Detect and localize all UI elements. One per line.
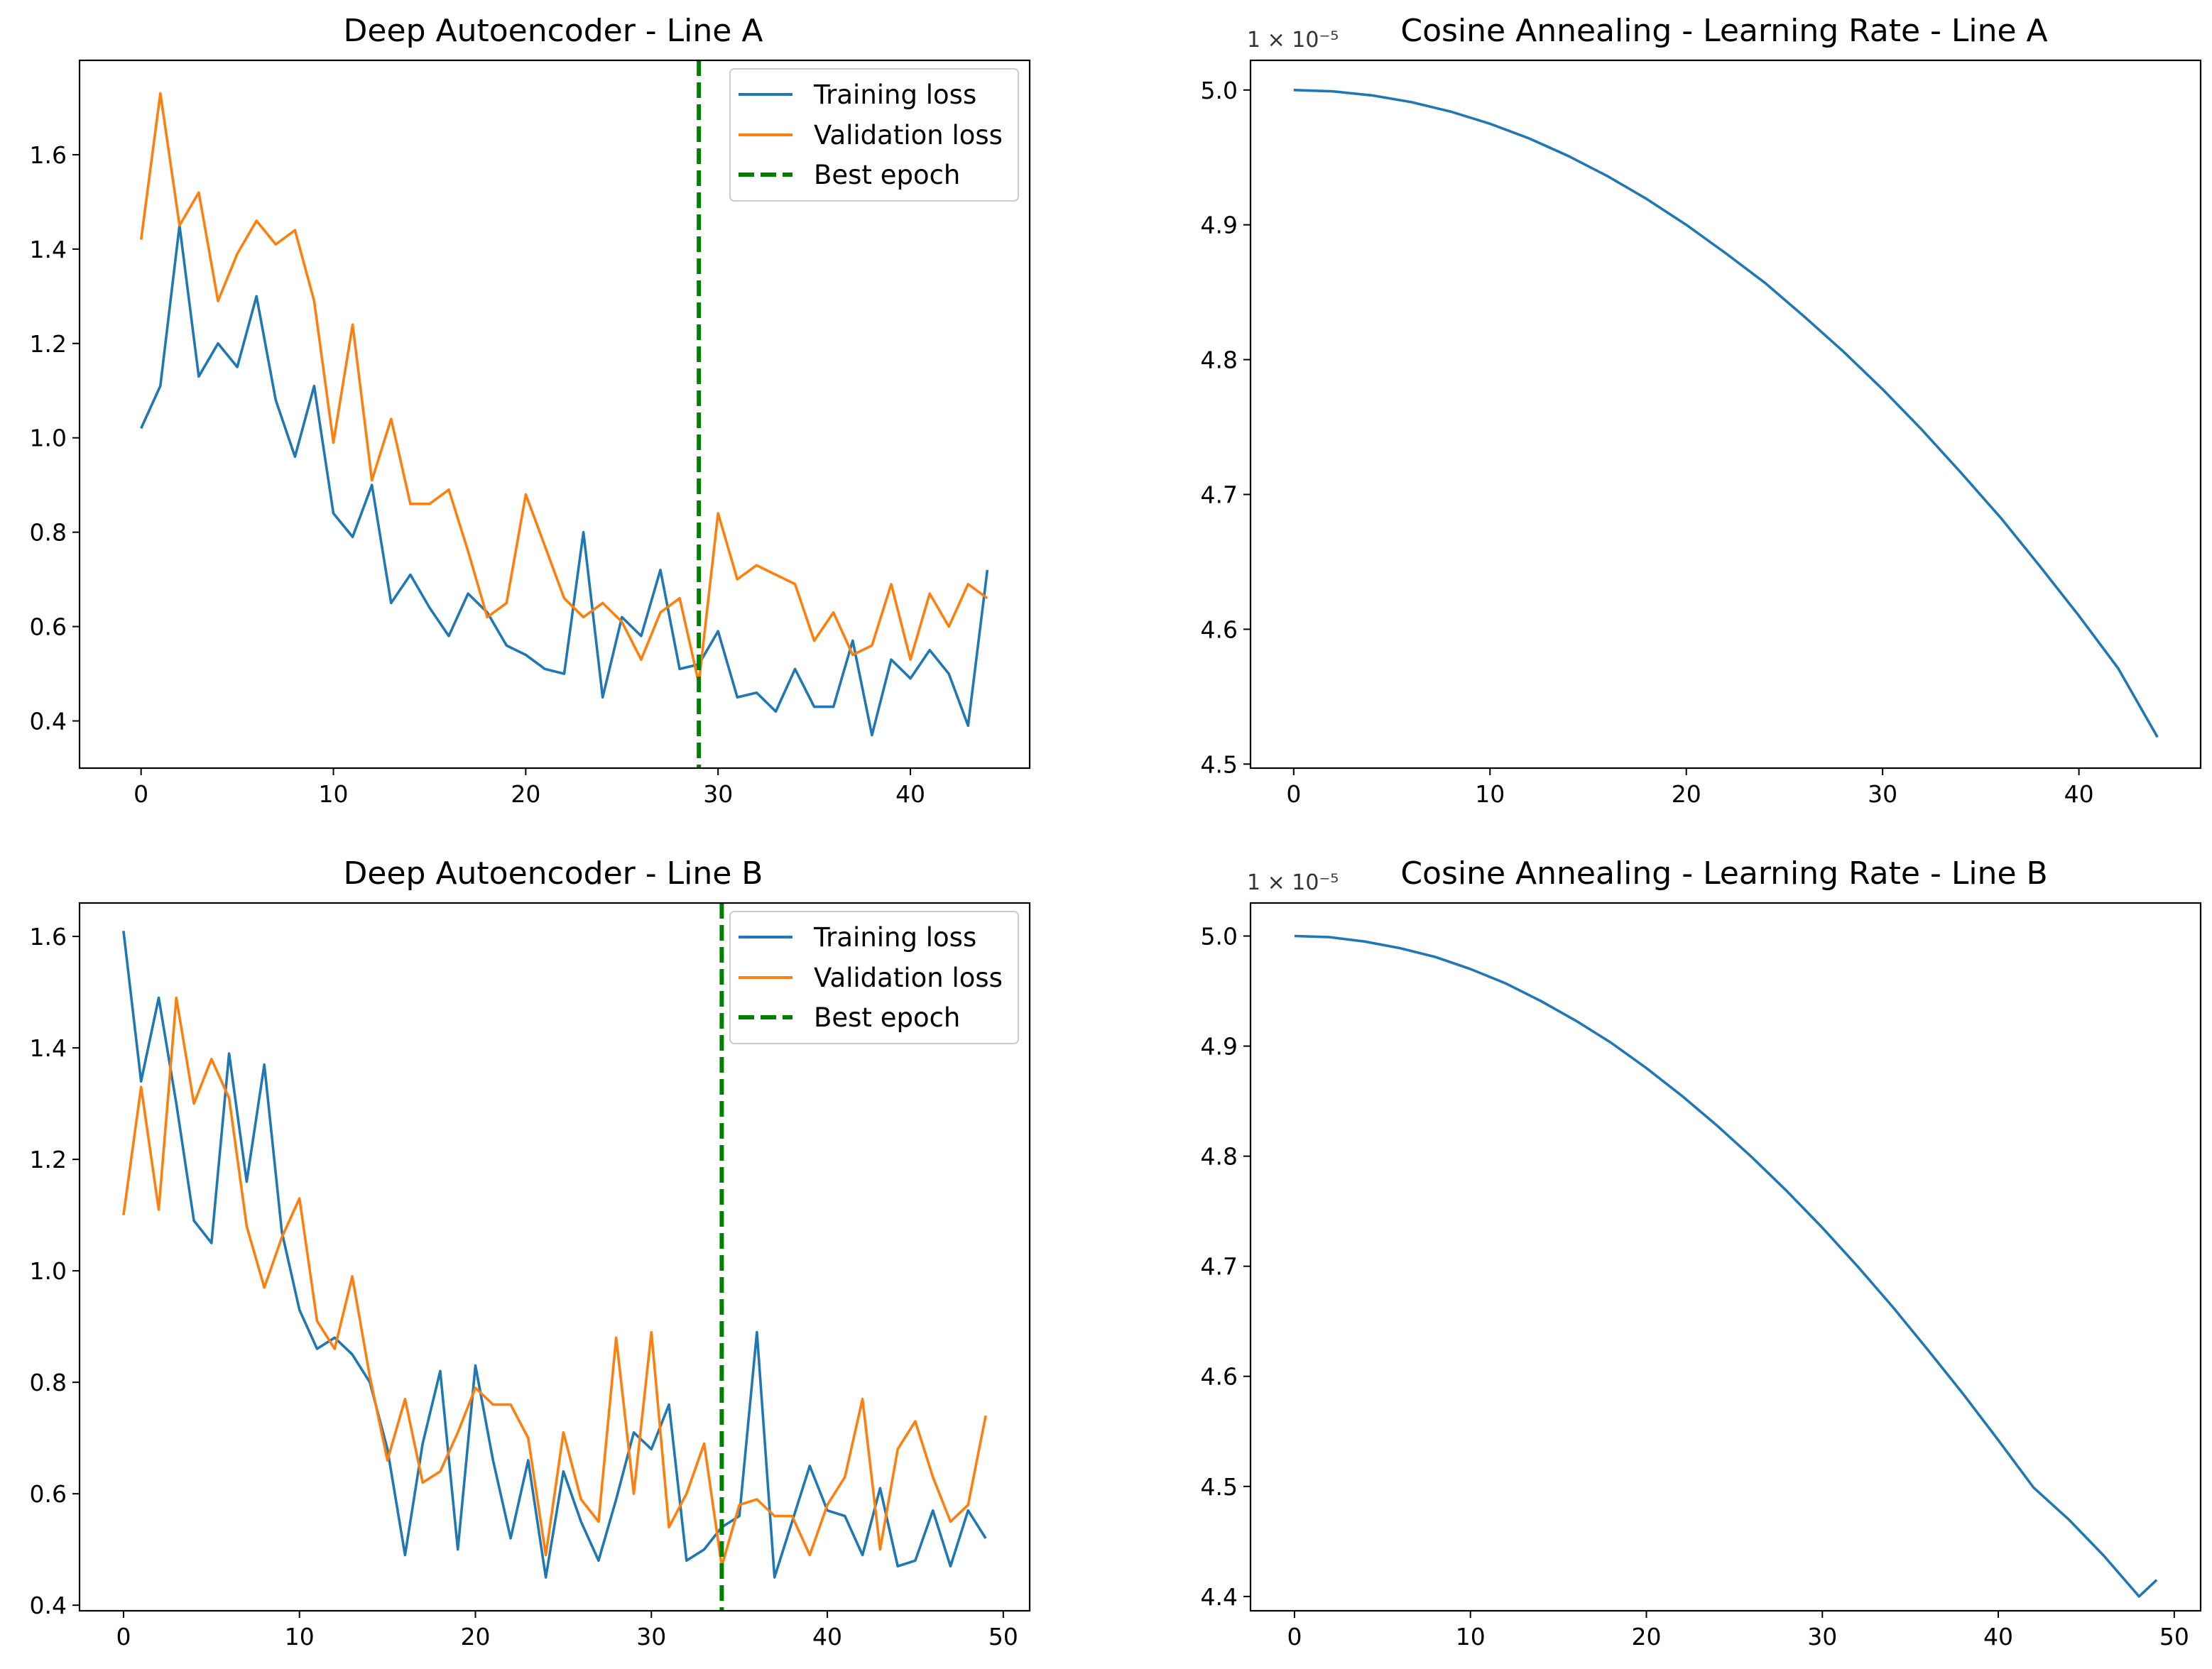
y-tick-label: 5.0 xyxy=(1201,77,1238,104)
y-tick-label: 4.5 xyxy=(1201,1473,1238,1501)
panel-title: Cosine Annealing - Learning Rate - Line … xyxy=(1400,855,2047,892)
y-tick-label: 5.0 xyxy=(1201,923,1238,951)
y-tick-label: 1.6 xyxy=(30,141,67,169)
y-axis: 0.4 0.6 0.8 1.0 1.2 1.4 1.6 xyxy=(30,141,80,735)
y-tick-label: 1.2 xyxy=(30,330,67,358)
x-tick-label: 20 xyxy=(461,1623,491,1651)
y-tick-label: 0.4 xyxy=(30,708,67,735)
y-tick-label: 4.9 xyxy=(1201,1033,1238,1061)
x-tick-label: 30 xyxy=(1807,1623,1837,1651)
legend-label-best-epoch: Best epoch xyxy=(814,160,960,190)
series-line-validation-loss xyxy=(139,92,988,685)
x-tick-label: 20 xyxy=(1632,1623,1662,1651)
plot-area xyxy=(122,903,987,1611)
axes-frame xyxy=(1249,59,2202,770)
x-tick-label: 50 xyxy=(988,1623,1018,1651)
axes-frame xyxy=(78,902,1031,1612)
panel-title: Cosine Annealing - Learning Rate - Line … xyxy=(1400,13,2047,49)
y-axis: 4.4 4.5 4.6 4.7 4.8 4.9 5.0 xyxy=(1201,923,1251,1611)
legend-label-validation: Validation loss xyxy=(814,963,1003,993)
y-tick-label: 1.0 xyxy=(30,425,67,452)
y-tick-label: 4.8 xyxy=(1201,1143,1238,1171)
y-tick-label: 1.0 xyxy=(30,1257,67,1285)
panel-title: Deep Autoencoder - Line A xyxy=(344,13,763,49)
y-tick-label: 4.5 xyxy=(1201,750,1238,778)
y-tick-label: 0.8 xyxy=(30,1369,67,1396)
x-tick-label: 10 xyxy=(319,780,349,808)
legend-label-training: Training loss xyxy=(813,922,976,953)
x-tick-label: 40 xyxy=(2064,780,2094,808)
panel-lr-line-a: Cosine Annealing - Learning Rate - Line … xyxy=(1201,13,2202,808)
x-tick-label: 30 xyxy=(636,1623,666,1651)
y-tick-label: 4.9 xyxy=(1201,212,1238,239)
y-offset-label: 1 × 10⁻⁵ xyxy=(1247,28,1339,53)
y-tick-label: 0.4 xyxy=(30,1592,67,1619)
legend-box xyxy=(729,911,1019,1044)
x-axis: 0 10 20 30 40 50 xyxy=(1287,1611,2189,1651)
y-tick-label: 4.8 xyxy=(1201,346,1238,374)
x-axis: 0 10 20 30 40 50 xyxy=(116,1611,1018,1651)
series-line-learning-rate xyxy=(1293,89,2159,738)
x-axis: 0 10 20 30 40 xyxy=(1286,768,2094,808)
y-tick-label: 1.4 xyxy=(30,1034,67,1062)
y-tick-label: 4.6 xyxy=(1201,615,1238,643)
legend-label-best-epoch: Best epoch xyxy=(814,1002,960,1033)
y-tick-label: 1.2 xyxy=(30,1146,67,1173)
x-axis: 0 10 20 30 40 xyxy=(134,768,925,808)
panel-title: Deep Autoencoder - Line B xyxy=(344,855,763,892)
y-tick-label: 1.6 xyxy=(30,923,67,951)
x-tick-label: 20 xyxy=(511,780,540,808)
y-axis: 0.4 0.6 0.8 1.0 1.2 1.4 1.6 xyxy=(30,923,80,1619)
series-line-training-loss xyxy=(122,931,987,1579)
panel-loss-line-b: Deep Autoencoder - Line B 0 10 20 30 40 50 0.… xyxy=(30,855,1031,1651)
plot-area xyxy=(1294,934,2158,1598)
y-tick-label: 0.8 xyxy=(30,519,67,547)
y-tick-label: 4.6 xyxy=(1201,1363,1238,1391)
plot-area xyxy=(139,60,989,768)
legend-label-validation: Validation loss xyxy=(814,120,1003,151)
x-tick-label: 10 xyxy=(1456,1623,1486,1651)
y-offset-label: 1 × 10⁻⁵ xyxy=(1247,870,1339,895)
x-tick-label: 0 xyxy=(1286,780,1301,808)
y-tick-label: 4.4 xyxy=(1201,1583,1238,1611)
axes-frame xyxy=(78,59,1031,770)
plot-area xyxy=(1293,89,2159,738)
y-tick-label: 0.6 xyxy=(30,613,67,641)
y-tick-label: 4.7 xyxy=(1201,481,1238,508)
series-line-learning-rate xyxy=(1294,934,2158,1598)
x-tick-label: 0 xyxy=(1287,1623,1302,1651)
y-tick-label: 1.4 xyxy=(30,236,67,263)
series-line-training-loss xyxy=(140,224,989,737)
x-tick-label: 10 xyxy=(1475,780,1505,808)
legend: Training loss Validation loss Best epoch xyxy=(729,911,1019,1044)
x-tick-label: 20 xyxy=(1672,780,1701,808)
x-tick-label: 0 xyxy=(116,1623,131,1651)
x-tick-label: 10 xyxy=(285,1623,315,1651)
panel-lr-line-b: Cosine Annealing - Learning Rate - Line … xyxy=(1201,855,2202,1651)
x-tick-label: 40 xyxy=(812,1623,842,1651)
legend: Training loss Validation loss Best epoch xyxy=(729,68,1019,202)
y-axis: 4.5 4.6 4.7 4.8 4.9 5.0 xyxy=(1201,77,1251,778)
axes-frame xyxy=(1249,902,2202,1612)
series-line-validation-loss xyxy=(122,996,987,1567)
legend-box xyxy=(729,68,1019,202)
x-tick-label: 40 xyxy=(895,780,925,808)
x-tick-label: 30 xyxy=(703,780,733,808)
x-tick-label: 0 xyxy=(134,780,148,808)
x-tick-label: 50 xyxy=(2159,1623,2189,1651)
x-tick-label: 40 xyxy=(1983,1623,2013,1651)
panel-loss-line-a: Deep Autoencoder - Line A 0 10 20 30 40 0.40… xyxy=(30,13,1031,808)
y-tick-label: 4.7 xyxy=(1201,1253,1238,1281)
x-tick-label: 30 xyxy=(1868,780,1897,808)
legend-label-training: Training loss xyxy=(813,80,976,110)
y-tick-label: 0.6 xyxy=(30,1480,67,1508)
